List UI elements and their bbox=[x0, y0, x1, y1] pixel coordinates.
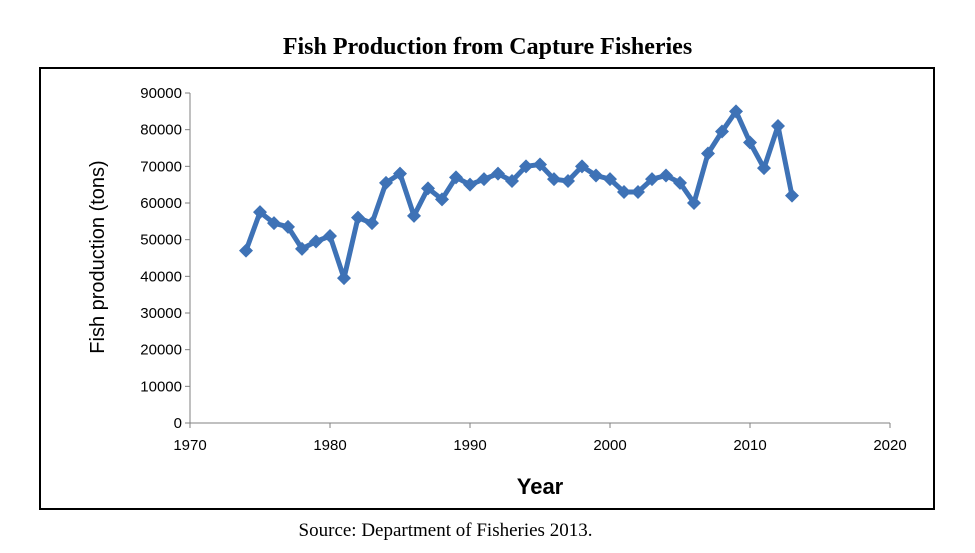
y-tick-label: 60000 bbox=[140, 195, 182, 212]
x-tick-label: 2020 bbox=[873, 437, 906, 454]
data-point bbox=[435, 192, 449, 207]
data-point bbox=[673, 175, 687, 190]
y-tick-label: 90000 bbox=[140, 85, 182, 102]
x-axis-title: Year bbox=[517, 474, 564, 499]
y-tick-label: 80000 bbox=[140, 122, 182, 139]
y-tick-label: 20000 bbox=[140, 342, 182, 359]
data-point bbox=[575, 159, 589, 174]
data-point bbox=[393, 166, 407, 181]
data-point bbox=[323, 229, 337, 243]
y-tick-label: 0 bbox=[174, 415, 182, 432]
series-line bbox=[243, 108, 795, 281]
data-point bbox=[267, 216, 281, 231]
series-layer bbox=[239, 104, 799, 286]
data-point bbox=[379, 175, 393, 190]
y-tick-label: 70000 bbox=[140, 158, 182, 175]
y-axis-title: Fish production (tons) bbox=[87, 160, 109, 353]
data-point bbox=[421, 181, 435, 196]
data-point bbox=[337, 271, 351, 286]
x-tick-label: 1990 bbox=[453, 437, 486, 454]
data-point bbox=[365, 216, 379, 231]
data-point bbox=[309, 234, 323, 249]
y-tick-label: 50000 bbox=[140, 232, 182, 249]
data-point bbox=[785, 188, 799, 203]
data-point bbox=[645, 172, 659, 187]
data-point bbox=[617, 185, 631, 199]
data-point bbox=[407, 208, 421, 223]
data-point bbox=[449, 170, 463, 185]
data-point bbox=[659, 168, 673, 183]
data-point bbox=[603, 172, 617, 187]
data-point bbox=[687, 196, 701, 210]
data-point bbox=[729, 104, 743, 119]
data-point bbox=[533, 157, 547, 172]
y-tick-label: 30000 bbox=[140, 305, 182, 322]
y-tick-label: 40000 bbox=[140, 268, 182, 285]
data-point bbox=[743, 135, 757, 150]
x-tick-label: 1980 bbox=[313, 437, 346, 454]
data-point bbox=[351, 210, 365, 225]
data-point bbox=[253, 205, 267, 220]
data-point bbox=[295, 241, 309, 256]
data-point bbox=[561, 174, 575, 188]
data-point bbox=[491, 166, 505, 181]
axes: 0 10000 20000 30000 40000 50000 60000 70000 8000… bbox=[140, 85, 906, 454]
data-point bbox=[519, 159, 533, 174]
chart-frame bbox=[39, 67, 935, 510]
x-tick-label: 2010 bbox=[733, 437, 766, 454]
data-point bbox=[281, 219, 295, 234]
data-point bbox=[239, 243, 253, 258]
data-point bbox=[547, 172, 561, 187]
data-point bbox=[631, 185, 645, 199]
chart-title: Fish Production from Capture Fisheries bbox=[282, 34, 693, 60]
source-note: Source: Department of Fisheries 2013. bbox=[298, 520, 593, 541]
data-point bbox=[463, 177, 477, 192]
data-point bbox=[757, 161, 771, 176]
data-point bbox=[715, 124, 729, 139]
x-tick-label: 2000 bbox=[593, 437, 626, 454]
data-point bbox=[505, 174, 519, 188]
data-point bbox=[701, 146, 715, 161]
x-tick-label: 1970 bbox=[173, 437, 206, 454]
data-point bbox=[771, 119, 785, 133]
y-tick-label: 10000 bbox=[140, 378, 182, 395]
data-point bbox=[477, 172, 491, 187]
data-point bbox=[589, 168, 603, 183]
